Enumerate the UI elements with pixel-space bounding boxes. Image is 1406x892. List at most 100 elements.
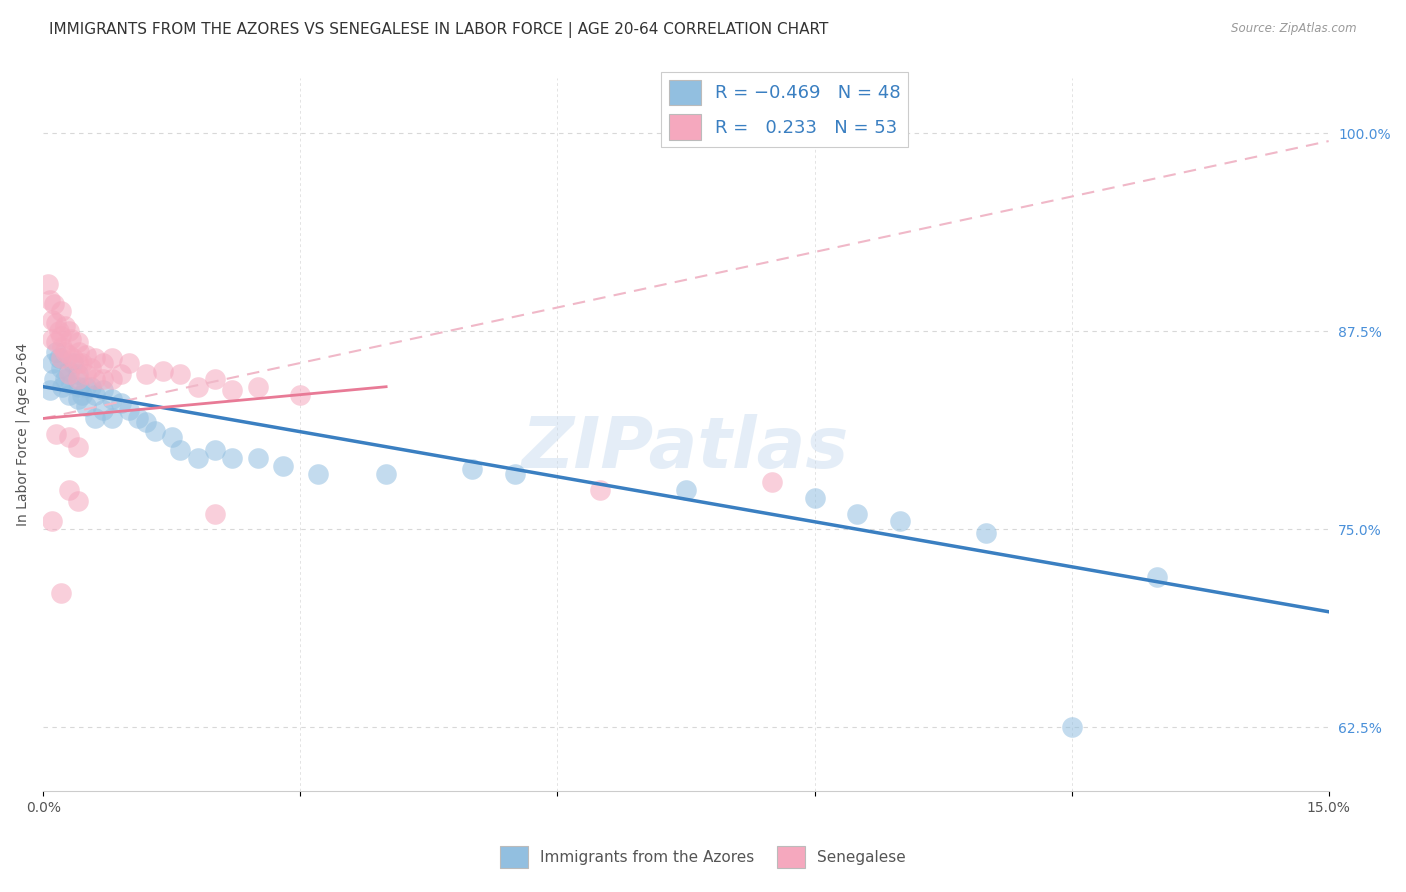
Point [70, 356, 93, 370]
Point [83, 411, 105, 425]
Point [675, 483, 697, 497]
Point [79, 360, 101, 375]
Point [45, 427, 67, 442]
Point [66, 367, 89, 381]
Point [67, 380, 90, 394]
Point [127, 411, 149, 425]
Point [204, 372, 226, 386]
Point [83, 372, 105, 386]
Point [37, 277, 59, 291]
Point [1060, 721, 1083, 735]
Point [461, 462, 484, 476]
Point [49, 303, 72, 318]
Point [66, 356, 89, 370]
Point [66, 392, 89, 407]
Text: Source: ZipAtlas.com: Source: ZipAtlas.com [1232, 22, 1357, 36]
Point [79, 380, 101, 394]
Point [58, 348, 80, 362]
Point [45, 344, 67, 359]
Point [1146, 570, 1168, 584]
Point [307, 467, 329, 481]
Point [187, 380, 209, 394]
Point [135, 367, 157, 381]
Point [93, 372, 115, 386]
Point [42, 372, 65, 386]
Point [169, 367, 191, 381]
Point [93, 383, 115, 397]
Point [49, 360, 72, 375]
Point [66, 372, 89, 386]
Point [110, 395, 132, 409]
Point [152, 364, 174, 378]
Point [974, 525, 997, 540]
Point [889, 515, 911, 529]
Point [93, 403, 115, 417]
Point [58, 367, 80, 381]
Point [93, 356, 115, 370]
Point [101, 392, 124, 407]
Point [51, 340, 73, 354]
Point [221, 383, 243, 397]
Point [53, 319, 76, 334]
Point [51, 380, 73, 394]
Point [58, 483, 80, 497]
Point [41, 515, 63, 529]
Point [83, 387, 105, 401]
Point [48, 324, 70, 338]
Point [58, 324, 80, 338]
Point [110, 367, 132, 381]
Point [75, 348, 97, 362]
Point [66, 493, 89, 508]
Point [75, 380, 97, 394]
Point [59, 332, 82, 346]
Point [246, 450, 269, 465]
Point [58, 387, 80, 401]
Point [589, 483, 612, 497]
Point [58, 430, 80, 444]
Point [761, 475, 783, 489]
Point [160, 430, 183, 444]
Point [75, 399, 97, 413]
Point [101, 351, 124, 366]
Point [53, 372, 76, 386]
Point [803, 491, 825, 505]
Point [49, 329, 72, 343]
Point [83, 351, 105, 366]
Point [42, 297, 65, 311]
Point [271, 458, 294, 473]
Point [169, 443, 191, 458]
Point [48, 351, 70, 366]
Point [39, 383, 62, 397]
Legend: R = −0.469   N = 48, R =   0.233   N = 53: R = −0.469 N = 48, R = 0.233 N = 53 [661, 72, 908, 147]
Point [66, 440, 89, 454]
Point [246, 380, 269, 394]
Point [75, 367, 97, 381]
Point [53, 344, 76, 359]
Point [41, 332, 63, 346]
Point [101, 372, 124, 386]
Point [59, 376, 82, 391]
Point [101, 411, 124, 425]
Point [143, 424, 166, 438]
Point [39, 293, 62, 307]
Point [45, 316, 67, 330]
Point [49, 351, 72, 366]
Point [49, 586, 72, 600]
Y-axis label: In Labor Force | Age 20-64: In Labor Force | Age 20-64 [15, 343, 30, 526]
Point [62, 351, 84, 366]
Point [375, 467, 398, 481]
Point [135, 415, 157, 429]
Point [45, 335, 67, 350]
Point [187, 450, 209, 465]
Text: ZIPatlas: ZIPatlas [523, 414, 849, 483]
Point [66, 335, 89, 350]
Point [41, 356, 63, 370]
Point [846, 507, 869, 521]
Point [204, 507, 226, 521]
Point [70, 387, 93, 401]
Point [118, 403, 141, 417]
Point [503, 467, 526, 481]
Point [204, 443, 226, 458]
Text: IMMIGRANTS FROM THE AZORES VS SENEGALESE IN LABOR FORCE | AGE 20-64 CORRELATION : IMMIGRANTS FROM THE AZORES VS SENEGALESE… [49, 22, 828, 38]
Point [41, 313, 63, 327]
